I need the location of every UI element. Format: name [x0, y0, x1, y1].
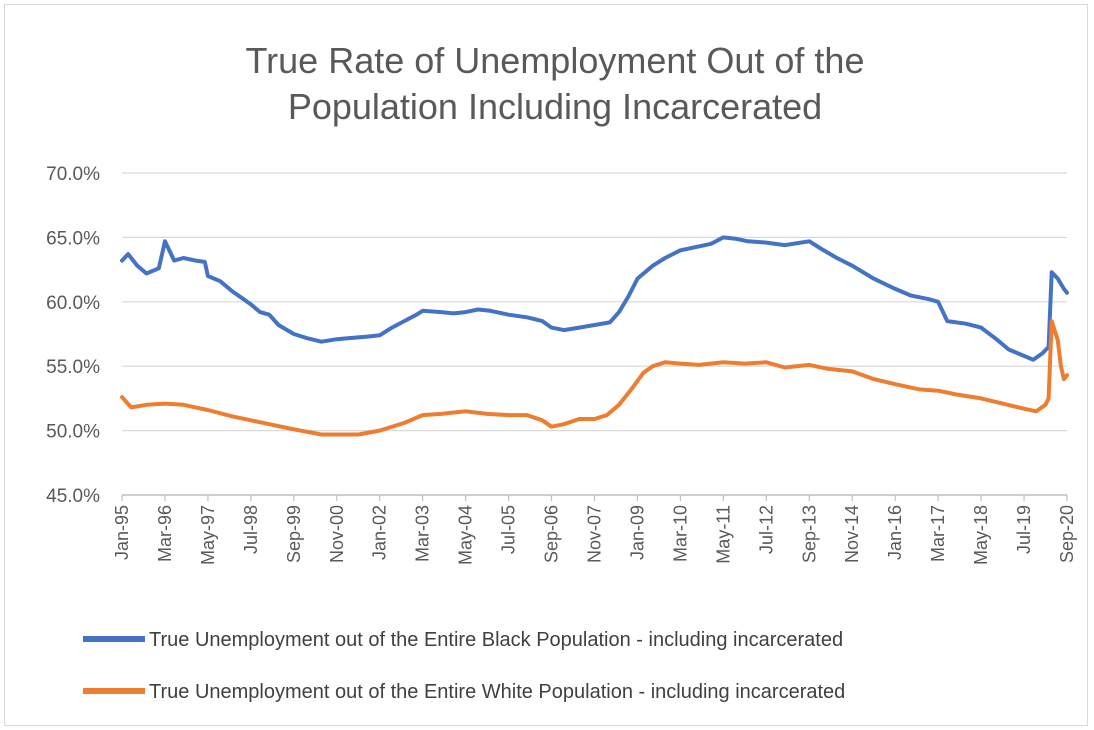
series-lines: [120, 235, 1069, 437]
gridlines: [122, 172, 1067, 432]
x-tick-label: Mar-10: [670, 505, 690, 562]
x-tick-label: Sep-13: [799, 505, 819, 563]
x-axis: Jan-95 Mar-96 May-97 Jul-98 Sep-99 Nov-00 Jan-…: [112, 494, 1077, 565]
x-tick-label: Sep-06: [542, 505, 562, 563]
chart-frame: True Rate of Unemployment Out of the Pop…: [4, 4, 1088, 726]
x-tick-label: Jan-95: [112, 505, 132, 560]
x-tick-label: Jan-09: [627, 505, 647, 560]
x-tick-label: Mar-03: [413, 505, 433, 562]
y-tick-label: 65.0%: [46, 228, 100, 249]
x-tick-label: Mar-96: [155, 505, 175, 562]
chart-title-line-1: True Rate of Unemployment Out of the: [246, 40, 865, 81]
x-tick-label: May-97: [198, 505, 218, 565]
y-tick-label: 55.0%: [46, 357, 100, 378]
legend-label-white: True Unemployment out of the Entire Whit…: [149, 681, 845, 703]
legend-label-black: True Unemployment out of the Entire Blac…: [149, 629, 843, 651]
x-tick-label: Jul-12: [756, 505, 776, 554]
x-tick-label: Sep-99: [284, 505, 304, 563]
x-tick-label: May-11: [713, 505, 733, 564]
x-tick-label: Jul-19: [1014, 505, 1034, 554]
legend: True Unemployment out of the Entire Blac…: [83, 629, 845, 703]
x-tick-label: Sep-20: [1057, 505, 1077, 563]
chart-title-line-2: Population Including Incarcerated: [288, 86, 822, 127]
y-axis: 45.0% 50.0% 55.0% 60.0% 65.0% 70.0%: [46, 164, 100, 507]
line-chart: True Rate of Unemployment Out of the Pop…: [46, 40, 1077, 703]
series-line-0: [120, 235, 1069, 362]
y-tick-label: 70.0%: [46, 164, 100, 185]
x-tick-label: May-18: [971, 505, 991, 565]
x-tick-label: Nov-07: [585, 505, 605, 563]
y-tick-label: 45.0%: [46, 486, 100, 507]
x-tick-label: Jan-16: [885, 505, 905, 560]
x-tick-label: Jul-98: [241, 505, 261, 554]
x-tick-label: Mar-17: [928, 505, 948, 562]
y-tick-label: 60.0%: [46, 293, 100, 314]
x-tick-label: Nov-00: [327, 505, 347, 563]
x-tick-label: Nov-14: [842, 505, 862, 563]
x-tick-label: Jul-05: [499, 505, 519, 554]
x-tick-label: May-04: [456, 505, 476, 565]
series-line-1: [120, 319, 1069, 437]
y-tick-label: 50.0%: [46, 422, 100, 443]
chart-title: True Rate of Unemployment Out of the Pop…: [246, 40, 865, 127]
x-tick-label: Jan-02: [370, 505, 390, 560]
